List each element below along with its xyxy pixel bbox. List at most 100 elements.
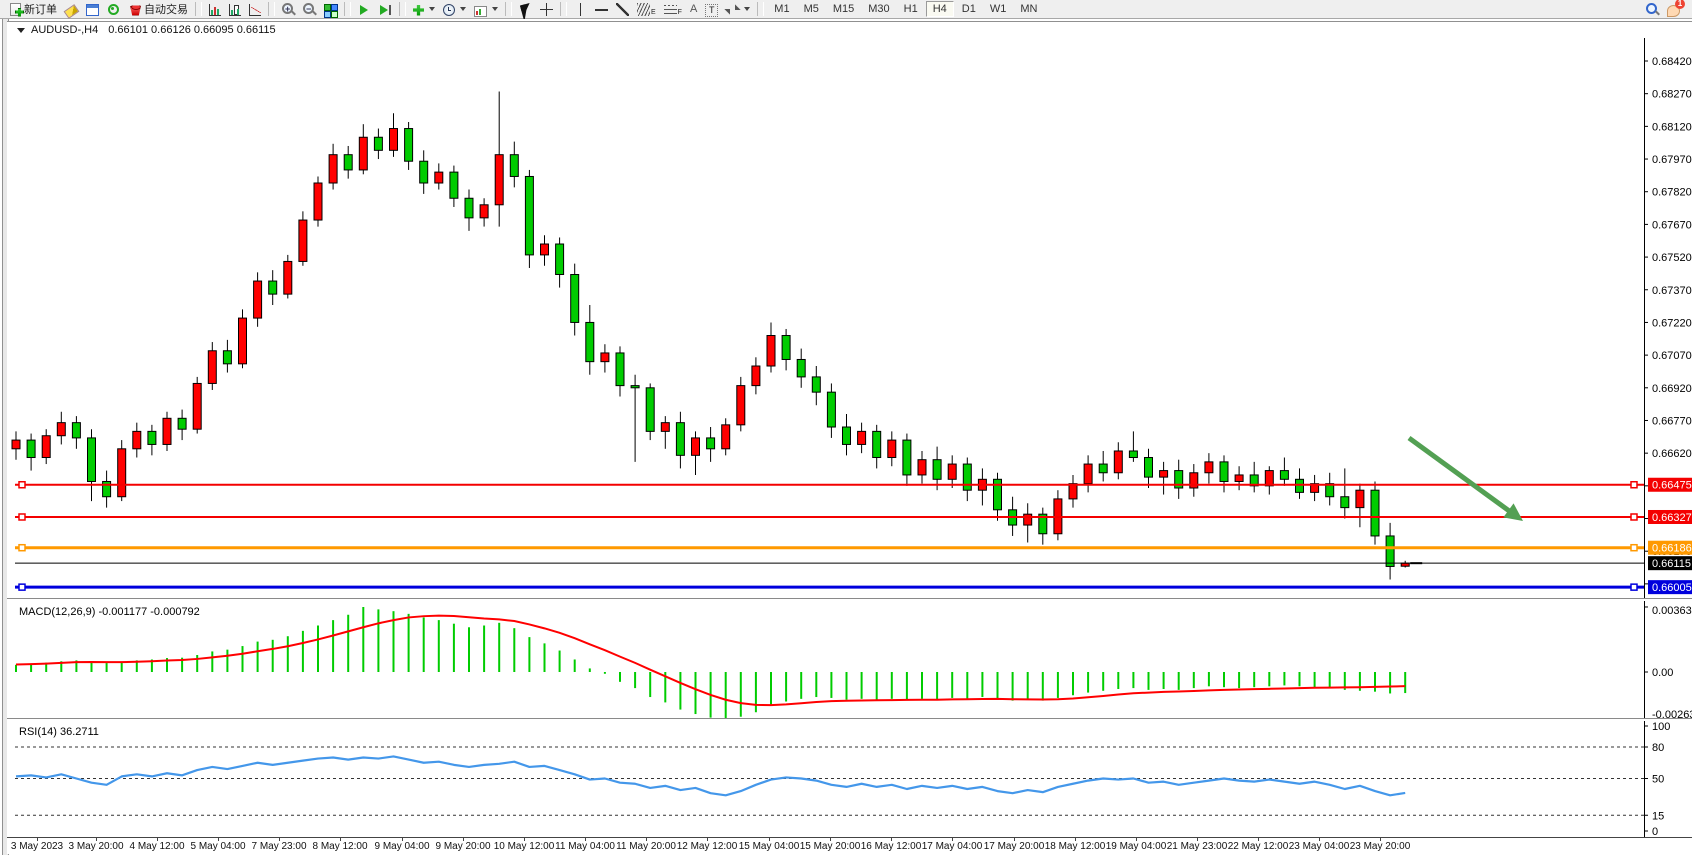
channel-button[interactable]: E [633, 2, 660, 17]
chevron-down-icon [492, 7, 498, 11]
styles-button[interactable] [61, 3, 82, 19]
time-tick [340, 838, 341, 841]
zoom-out-button[interactable]: − [299, 2, 320, 17]
svg-text:0: 0 [1652, 826, 1658, 837]
timeframe-button-w1[interactable]: W1 [989, 3, 1007, 15]
horizontal-line-icon [595, 3, 608, 16]
auto-scroll-button[interactable] [354, 2, 375, 17]
search-button[interactable] [1642, 2, 1663, 17]
chevron-down-icon [429, 7, 435, 11]
time-tick [218, 838, 219, 841]
time-axis-label: 22 May 12:00 [1227, 841, 1289, 852]
time-tick [402, 838, 403, 841]
timeframe-button-h4[interactable]: H4 [925, 1, 954, 17]
crosshair-button[interactable] [536, 2, 557, 17]
svg-text:0.66327: 0.66327 [1652, 512, 1692, 524]
indicators-button[interactable] [409, 3, 439, 16]
time-axis[interactable]: 3 May 2023 3 May 20:00 4 May 12:00 5 May 04… [7, 837, 1692, 854]
timeframe-button-m1[interactable]: M1 [774, 3, 790, 15]
crosshair-icon [540, 2, 553, 16]
timeframe-button-m30[interactable]: M30 [868, 3, 890, 15]
svg-text:0.66005: 0.66005 [1652, 582, 1692, 594]
toolbar-separator [195, 2, 202, 16]
candle-chart-button[interactable] [225, 2, 245, 16]
sound-icon [108, 3, 119, 15]
tile-windows-icon [324, 3, 338, 18]
trendline-icon [616, 2, 629, 16]
svg-text:0.66475: 0.66475 [1652, 480, 1692, 492]
chart-title-bar[interactable]: AUDUSD-,H4 0.66101 0.66126 0.66095 0.661… [7, 21, 1692, 39]
time-tick [585, 838, 586, 841]
time-tick [707, 838, 708, 841]
svg-text:0.66920: 0.66920 [1652, 383, 1692, 395]
time-tick [1258, 838, 1259, 841]
cursor-button[interactable] [515, 2, 536, 22]
new-order-button[interactable]: 新订单 [6, 0, 61, 18]
chart-shift-icon [380, 4, 391, 15]
rsi-pane[interactable]: 100 80 50 15 0 RSI(14) 36.2711 [7, 721, 1692, 838]
time-tick [952, 838, 953, 841]
time-tick [96, 838, 97, 841]
zoom-in-button[interactable]: + [278, 2, 299, 17]
text-button[interactable]: A [686, 2, 701, 16]
fibonacci-button[interactable]: F [660, 2, 686, 17]
collapse-triangle-icon[interactable] [17, 27, 25, 33]
timeframe-button-m15[interactable]: M15 [832, 3, 855, 15]
periods-button[interactable] [439, 2, 470, 16]
macd-pane[interactable]: 0.003635 0.00 -0.00263 MACD(12,26,9) -0.001… [7, 601, 1692, 721]
sound-button[interactable] [103, 2, 124, 17]
timeframe-button-mn[interactable]: MN [1020, 3, 1038, 15]
horizontal-line-button[interactable] [591, 2, 612, 17]
timeframe-button-m5[interactable]: M5 [803, 3, 819, 15]
chart-window: AUDUSD-,H4 0.66101 0.66126 0.66095 0.661… [0, 19, 1692, 855]
time-axis-label: 8 May 12:00 [312, 841, 368, 852]
trendline-button[interactable] [612, 2, 633, 17]
rsi-chart[interactable]: 100 80 50 15 0 RSI(14) 36.2711 [7, 721, 1692, 838]
svg-text:0.67820: 0.67820 [1652, 187, 1692, 199]
timeframe-button-d1[interactable]: D1 [961, 3, 976, 15]
time-tick [1014, 838, 1015, 841]
auto-trading-label: 自动交易 [144, 4, 188, 16]
price-pane[interactable]: 0.68420 0.68270 0.68120 0.67970 0.67820 0.676… [7, 38, 1692, 624]
chart-shift-button[interactable] [375, 2, 396, 17]
svg-text:MACD(12,26,9) -0.001177 -0.000: MACD(12,26,9) -0.001177 -0.000792 [19, 606, 200, 618]
time-axis-label: 23 May 20:00 [1349, 841, 1411, 852]
shapes-button[interactable] [722, 2, 754, 17]
fibonacci-icon [663, 3, 677, 16]
notifications-button[interactable]: 1 [1663, 0, 1685, 17]
time-axis-label: 5 May 04:00 [190, 841, 246, 852]
channel-icon [637, 2, 650, 16]
toolbar-separator [344, 2, 351, 16]
tile-windows-button[interactable] [320, 2, 341, 18]
new-order-icon [10, 2, 21, 16]
macd-chart[interactable]: 0.003635 0.00 -0.00263 MACD(12,26,9) -0.001… [7, 601, 1692, 721]
time-tick [891, 838, 892, 841]
text-label-button[interactable]: T [701, 2, 722, 17]
text-icon: A [689, 3, 698, 15]
time-tick [830, 838, 831, 841]
vertical-line-button[interactable] [570, 2, 591, 17]
timeframe-button-h1[interactable]: H1 [903, 3, 918, 15]
time-axis-label: 15 May 04:00 [738, 841, 800, 852]
line-chart-button[interactable] [245, 2, 265, 16]
auto-trading-button[interactable]: 自动交易 [124, 0, 192, 18]
svg-text:0.67670: 0.67670 [1652, 219, 1692, 231]
main-toolbar: 新订单 自动交易 + − [0, 0, 1692, 22]
market-watch-button[interactable] [82, 2, 103, 16]
time-axis-label: 3 May 20:00 [68, 841, 124, 852]
clock-icon [443, 4, 455, 16]
svg-text:0.67220: 0.67220 [1652, 317, 1692, 329]
time-axis-label: 18 May 12:00 [1044, 841, 1106, 852]
toolbar-separator [268, 2, 275, 16]
svg-text:0.68120: 0.68120 [1652, 121, 1692, 133]
bar-chart-button[interactable] [205, 2, 225, 16]
new-order-label: 新订单 [24, 4, 57, 16]
time-axis-label: 17 May 04:00 [921, 841, 983, 852]
svg-text:0.67520: 0.67520 [1652, 252, 1692, 264]
templates-button[interactable] [470, 3, 502, 17]
time-axis-label: 19 May 04:00 [1105, 841, 1167, 852]
time-tick [37, 838, 38, 841]
time-tick [769, 838, 770, 841]
candlestick-chart[interactable]: 0.68420 0.68270 0.68120 0.67970 0.67820 0.676… [7, 38, 1692, 624]
time-axis-label: 9 May 20:00 [435, 841, 491, 852]
